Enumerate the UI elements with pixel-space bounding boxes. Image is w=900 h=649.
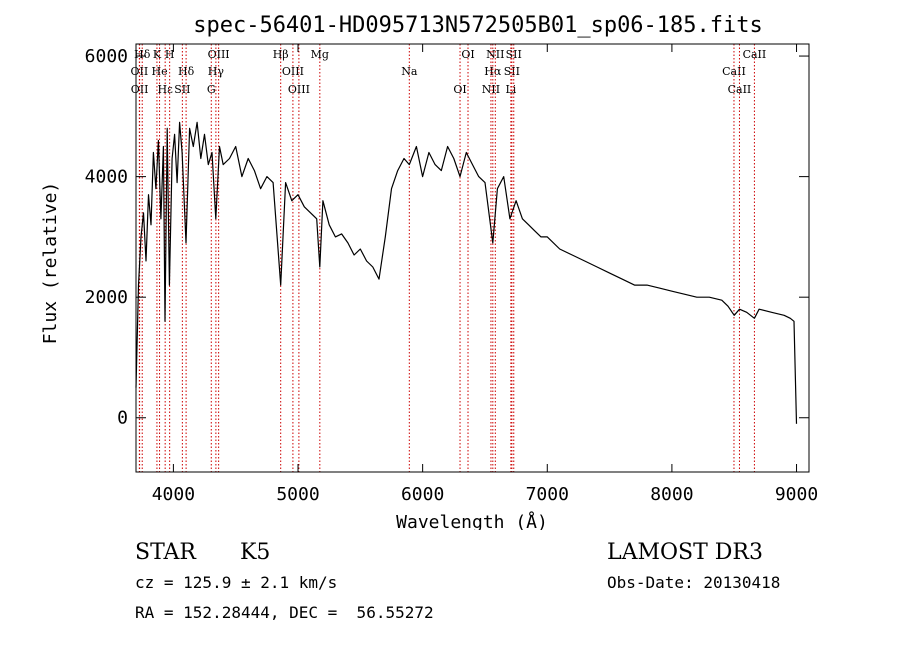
spectral-line-label: Hα [484, 65, 502, 78]
spectral-line-label: OIII [208, 48, 230, 61]
y-tick-label: 0 [117, 408, 128, 429]
survey-name: LAMOST DR3 [607, 540, 763, 565]
x-tick-label: 6000 [401, 484, 444, 505]
x-axis-label: Wavelength (Å) [396, 511, 548, 530]
observation-date: Obs-Date: 20130418 [607, 573, 781, 592]
spectral-line-label: OI [461, 48, 474, 61]
coordinates-readout: RA = 152.28444, DEC = 56.55272 [135, 603, 434, 622]
series-group [135, 121, 798, 424]
spectral-line-label: Hε [158, 83, 174, 96]
spectral-line-label: Li [505, 83, 516, 96]
spectral-line-label: Hδ [134, 48, 151, 61]
redshift-readout: cz = 125.9 ± 2.1 km/s [135, 573, 338, 592]
spectral-line-label: Mg [311, 48, 329, 61]
x-tick-label: 9000 [775, 484, 818, 505]
x-tick-label: 4000 [152, 484, 195, 505]
spectral-line-label: OI [453, 83, 466, 96]
spectral-line-label: CaII [743, 48, 767, 61]
y-axis-label: Flux (relative) [40, 182, 61, 345]
spectral-line-label: Hδ [178, 65, 195, 78]
spectral-line-label: CaII [728, 83, 752, 96]
y-axis-ticks: 0 2000 4000 6000 [85, 46, 809, 429]
spectral-line-markers: HδOIIOIIKHeHεHHδSIIOIIIHγGHβOIIIOIIIMgNa… [131, 44, 767, 472]
x-axis-ticks: 4000 5000 6000 7000 8000 9000 [152, 44, 818, 505]
spectral-line-label: He [152, 65, 168, 78]
spectral-line-label: K [153, 48, 162, 61]
spectral-line-label: Hβ [273, 48, 289, 61]
spectral-line-label: Na [401, 65, 418, 78]
spectral-line-label: Hγ [208, 65, 225, 78]
x-tick-label: 5000 [276, 484, 319, 505]
spectral-line-label: NII [482, 83, 500, 96]
spectral-subclass: K5 [240, 540, 271, 565]
spectral-line-label: NII [486, 48, 504, 61]
spectral-line-label: OII [131, 65, 149, 78]
series-line-flux [135, 121, 798, 424]
spectral-line-label: SII [504, 65, 520, 78]
spectral-line-label: SII [506, 48, 522, 61]
spectrum-chart: spec-56401-HD095713N572505B01_sp06-185.f… [40, 13, 818, 530]
y-tick-label: 6000 [85, 46, 128, 67]
spectral-line-label: H [165, 48, 175, 61]
object-class: STAR [135, 540, 196, 565]
spectral-line-label: OIII [282, 65, 304, 78]
x-tick-label: 8000 [650, 484, 693, 505]
spectral-line-label: CaII [722, 65, 746, 78]
spectral-line-label: SII [174, 83, 190, 96]
y-tick-label: 2000 [85, 287, 128, 308]
spectral-line-label: G [207, 83, 216, 96]
y-tick-label: 4000 [85, 167, 128, 188]
chart-title: spec-56401-HD095713N572505B01_sp06-185.f… [193, 13, 763, 38]
spectral-line-label: OIII [288, 83, 310, 96]
spectral-line-label: OII [131, 83, 149, 96]
x-tick-label: 7000 [526, 484, 569, 505]
plot-frame [135, 43, 810, 473]
